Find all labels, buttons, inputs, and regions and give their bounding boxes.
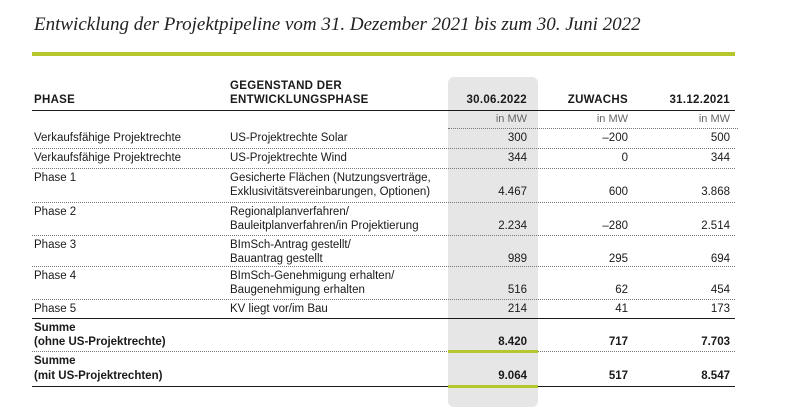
row-description-line2: Bauantrag gestellt xyxy=(230,253,323,265)
row-description: KV liegt vor/im Bau xyxy=(230,303,328,315)
header-zuwachs: ZUWACHS xyxy=(567,94,628,106)
row-phase: Phase 3 xyxy=(34,239,77,251)
row-description: Gesicherte Flächen (Nutzungsverträge, xyxy=(230,172,431,184)
sum-divider xyxy=(32,351,735,352)
row-value-2022: 2.234 xyxy=(498,220,527,232)
row-divider xyxy=(32,168,735,169)
sum-value-2021: 8.547 xyxy=(701,370,730,382)
unit-31-12-2021: in MW xyxy=(698,113,730,125)
row-value-zuwachs: 0 xyxy=(621,152,628,164)
table-bottom-rule xyxy=(32,386,735,387)
row-value-2021: 500 xyxy=(710,132,730,144)
row-divider xyxy=(32,266,735,267)
row-description: BImSch-Antrag gestellt/ xyxy=(230,239,351,251)
row-value-2022: 989 xyxy=(507,253,527,265)
sum-highlight-bar xyxy=(448,350,538,353)
sum-value-2022: 9.064 xyxy=(498,370,527,382)
page-title: Entwicklung der Projektpipeline vom 31. … xyxy=(34,14,641,35)
row-description: BImSch-Genehmigung erhalten/ xyxy=(230,270,395,282)
row-value-2021: 173 xyxy=(710,303,730,315)
row-description-line2: Baugenehmigung erhalten xyxy=(230,284,365,296)
row-value-2022: 516 xyxy=(507,284,527,296)
row-description-line2: Exklusivitätsvereinbarungen, Optionen) xyxy=(230,186,431,198)
row-value-2021: 454 xyxy=(710,284,730,296)
header-gegenstand-line1: GEGENSTAND DER xyxy=(230,80,342,92)
row-description-line2: Bauleitplanverfahren/in Projektierung xyxy=(230,220,419,232)
row-description: US-Projektrechte Wind xyxy=(230,152,347,164)
row-description: Regionalplanverfahren/ xyxy=(230,206,349,218)
row-value-zuwachs: –200 xyxy=(602,132,628,144)
row-value-zuwachs: –280 xyxy=(602,220,628,232)
sum-value-2021: 7.703 xyxy=(701,336,730,348)
sum-rule xyxy=(32,318,735,319)
header-31-12-2021: 31.12.2021 xyxy=(669,94,730,106)
row-value-2021: 2.514 xyxy=(701,220,730,232)
row-divider xyxy=(32,148,735,149)
row-phase: Verkaufsfähige Projektrechte xyxy=(34,152,182,164)
row-value-zuwachs: 295 xyxy=(608,253,628,265)
row-value-2022: 4.467 xyxy=(498,186,527,198)
row-phase: Phase 2 xyxy=(34,206,77,218)
row-value-zuwachs: 41 xyxy=(615,303,628,315)
row-value-2021: 344 xyxy=(710,152,730,164)
row-value-2022: 344 xyxy=(507,152,527,164)
title-underline xyxy=(32,52,735,56)
sum-value-2022: 8.420 xyxy=(498,336,527,348)
unit-30-06-2022: in MW xyxy=(495,113,527,125)
header-gegenstand-line2: ENTWICKLUNGSPHASE xyxy=(230,94,369,106)
sum-label: Summe xyxy=(34,322,76,334)
row-divider xyxy=(32,235,735,236)
row-phase: Phase 1 xyxy=(34,172,77,184)
header-30-06-2022: 30.06.2022 xyxy=(466,94,527,106)
unit-rule xyxy=(448,128,738,129)
row-value-2022: 214 xyxy=(507,303,527,315)
sum-value-zuwachs: 717 xyxy=(608,336,628,348)
row-value-2022: 300 xyxy=(507,132,527,144)
unit-zuwachs: in MW xyxy=(596,113,628,125)
row-value-2021: 694 xyxy=(710,253,730,265)
row-value-2021: 3.868 xyxy=(701,186,730,198)
header-phase: PHASE xyxy=(34,94,76,106)
row-divider xyxy=(32,299,735,300)
row-value-zuwachs: 62 xyxy=(615,284,628,296)
sum-highlight-bar xyxy=(448,385,538,388)
row-phase: Phase 5 xyxy=(34,303,77,315)
sum-label: Summe xyxy=(34,355,76,367)
row-value-zuwachs: 600 xyxy=(608,186,628,198)
sum-label-line2: (ohne US-Projektrechte) xyxy=(34,336,166,348)
sum-value-zuwachs: 517 xyxy=(608,370,628,382)
row-divider xyxy=(32,202,735,203)
sum-label-line2: (mit US-Projektrechten) xyxy=(34,370,163,382)
current-period-highlight xyxy=(448,77,538,407)
row-phase: Phase 4 xyxy=(34,270,77,282)
row-description: US-Projektrechte Solar xyxy=(230,132,348,144)
header-rule xyxy=(32,110,735,111)
row-phase: Verkaufsfähige Projektrechte xyxy=(34,132,182,144)
